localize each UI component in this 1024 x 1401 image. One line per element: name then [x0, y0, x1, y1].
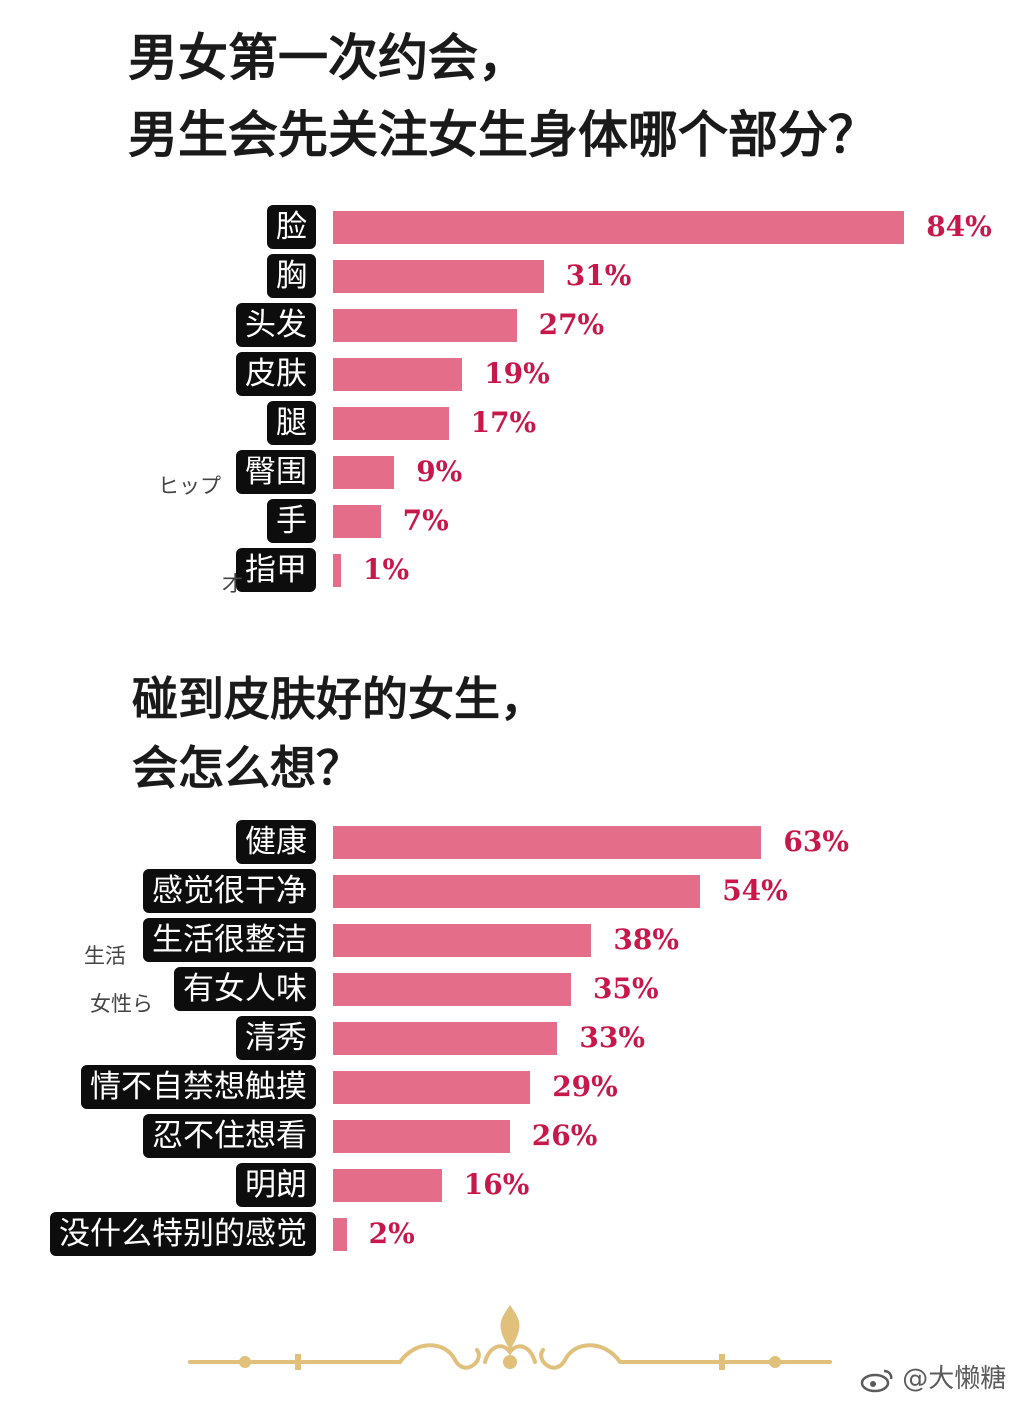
- watermark-text: @大懒糖: [902, 1364, 1007, 1394]
- category-label: 脸: [267, 205, 316, 249]
- value-label: 31%: [565, 259, 632, 292]
- chart1-row: 皮肤 19%: [0, 352, 1024, 396]
- weibo-logo-icon: [860, 1369, 893, 1392]
- chart1-row: 头发 27%: [0, 303, 1024, 347]
- chart1-row: 脸 84%: [0, 205, 1024, 249]
- category-label: 没什么特别的感觉: [50, 1212, 316, 1256]
- category-label: 臀围: [236, 450, 316, 494]
- value-label: 19%: [484, 357, 550, 390]
- value-label: 84%: [926, 210, 992, 243]
- chart1-title-line1: 男女第一次约会，: [128, 29, 528, 87]
- value-label: 29%: [552, 1070, 618, 1103]
- chart2-row: 生活很整洁 38%: [0, 918, 1024, 962]
- value-label: 27%: [538, 308, 605, 341]
- chart2-row: 情不自禁想触摸 29%: [0, 1065, 1024, 1109]
- category-label: 头发: [236, 303, 316, 347]
- value-label: 33%: [579, 1021, 645, 1054]
- bar: [333, 924, 592, 957]
- bar: [333, 456, 395, 489]
- value-label: 35%: [593, 972, 659, 1005]
- chart1-row: 腿 17%: [0, 401, 1024, 445]
- category-label: 手: [267, 499, 316, 543]
- category-label: 皮肤: [236, 352, 316, 396]
- value-label: 1%: [363, 553, 410, 586]
- chart2-row: 有女人味 35%: [0, 967, 1024, 1011]
- category-label: 有女人味: [174, 967, 316, 1011]
- bar: [333, 407, 449, 440]
- chart-body-parts: 脸 84% 胸 31% 头发 27% 皮肤 19% 腿 17% 臀围 9% 手 7% 指甲 1%: [0, 205, 1024, 625]
- chart1-row: 指甲 1%: [0, 548, 1024, 592]
- bar: [333, 1071, 531, 1104]
- bar: [333, 973, 571, 1006]
- value-label: 16%: [463, 1168, 530, 1201]
- category-label: 感觉很干净: [143, 869, 316, 913]
- chart2-row: 忍不住想看 26%: [0, 1114, 1024, 1158]
- value-label: 17%: [470, 406, 537, 439]
- chart1-row: 胸 31%: [0, 254, 1024, 298]
- category-label: 忍不住想看: [143, 1114, 316, 1158]
- chart2-row: 健康 63%: [0, 820, 1024, 864]
- bar: [333, 554, 341, 587]
- bar: [333, 358, 463, 391]
- bar: [333, 1169, 442, 1202]
- bar: [333, 260, 544, 293]
- chart1-row: 手 7%: [0, 499, 1024, 543]
- category-label: 胸: [267, 254, 316, 298]
- chart2-row: 清秀 33%: [0, 1016, 1024, 1060]
- category-label: 指甲: [236, 548, 316, 592]
- bar: [333, 826, 762, 859]
- ghost-text-hip: ヒップ: [158, 474, 221, 498]
- category-label: 健康: [236, 820, 316, 864]
- category-label: 生活很整洁: [143, 918, 316, 962]
- chart2-row: 感觉很干净 54%: [0, 869, 1024, 913]
- chart2-row: 明朗 16%: [0, 1163, 1024, 1207]
- value-label: 54%: [722, 874, 788, 907]
- chart1-title-line2: 男生会先关注女生身体哪个部分？: [128, 106, 878, 164]
- ghost-text-life: 生活: [84, 944, 126, 968]
- bar: [333, 1022, 558, 1055]
- bar: [333, 875, 701, 908]
- chart2-row: 没什么特别的感觉 2%: [0, 1212, 1024, 1256]
- value-label: 9%: [416, 455, 463, 488]
- bar: [333, 211, 905, 244]
- chart-skin-impressions: 健康 63% 感觉很干净 54% 生活很整洁 38% 有女人味 35% 清秀 33% 情不自禁想触摸…: [0, 820, 1024, 1280]
- value-label: 63%: [783, 825, 849, 858]
- value-label: 7%: [402, 504, 449, 537]
- value-label: 26%: [531, 1119, 598, 1152]
- chart1-row: 臀围 9%: [0, 450, 1024, 494]
- value-label: 2%: [368, 1217, 415, 1250]
- ghost-text-fragment: 才: [222, 572, 243, 596]
- bar: [333, 1218, 347, 1251]
- gold-ornament-divider: [188, 1305, 832, 1370]
- ghost-text-feminine: 女性ら: [90, 992, 153, 1016]
- category-label: 情不自禁想触摸: [81, 1065, 316, 1109]
- category-label: 明朗: [236, 1163, 316, 1207]
- weibo-watermark: @大懒糖: [860, 1358, 1006, 1395]
- value-label: 38%: [613, 923, 679, 956]
- bar: [333, 309, 517, 342]
- chart2-title-line1: 碰到皮肤好的女生，: [132, 672, 546, 726]
- category-label: 腿: [267, 401, 316, 445]
- category-label: 清秀: [236, 1016, 316, 1060]
- bar: [333, 1120, 510, 1153]
- bar: [333, 505, 381, 538]
- chart2-title-line2: 会怎么想？: [132, 741, 362, 795]
